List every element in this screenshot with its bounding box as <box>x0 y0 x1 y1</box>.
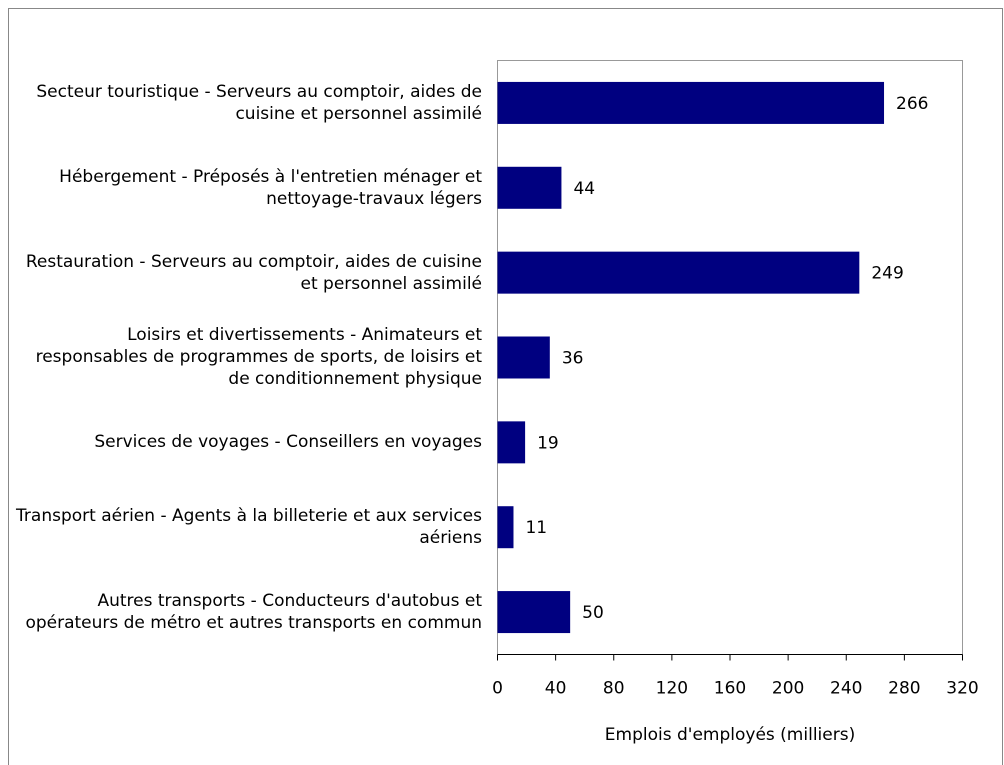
chart-border <box>8 8 1003 765</box>
y-tick-label: Loisirs et divertissements - Animateurs … <box>35 325 482 390</box>
bar <box>497 506 514 549</box>
y-tick-label: Secteur touristique - Serveurs au compto… <box>36 81 482 124</box>
x-axis-title: Emplois d'employés (milliers) <box>605 725 855 745</box>
bar <box>497 336 550 379</box>
y-tick-label: Transport aérien - Agents à la billeteri… <box>16 506 482 549</box>
bar <box>497 251 860 294</box>
y-tick-label: Services de voyages - Conseillers en voy… <box>94 432 482 453</box>
y-tick-label: Restauration - Serveurs au comptoir, aid… <box>25 251 482 294</box>
bar <box>497 166 562 209</box>
data-label: 19 <box>537 433 559 453</box>
data-label: 36 <box>562 349 584 369</box>
y-tick-label: Autres transports - Conducteurs d'autobu… <box>25 591 482 634</box>
x-tick-label: 160 <box>714 679 746 699</box>
data-label: 50 <box>582 603 604 623</box>
data-label: 266 <box>896 94 928 114</box>
data-label: 249 <box>871 264 903 284</box>
bar <box>497 421 526 464</box>
data-label: 44 <box>573 179 595 199</box>
x-tick-label: 120 <box>656 679 688 699</box>
data-label: 11 <box>525 518 547 538</box>
y-tick-label: Hébergement - Préposés à l'entretien mén… <box>59 166 482 209</box>
x-tick-label: 40 <box>545 679 567 699</box>
x-tick-label: 0 <box>492 679 503 699</box>
x-tick-label: 80 <box>603 679 625 699</box>
x-tick-label: 240 <box>830 679 862 699</box>
bar <box>497 591 571 634</box>
bar <box>497 81 885 124</box>
x-tick-label: 280 <box>888 679 920 699</box>
x-tick-label: 200 <box>772 679 804 699</box>
x-tick-label: 320 <box>946 679 978 699</box>
